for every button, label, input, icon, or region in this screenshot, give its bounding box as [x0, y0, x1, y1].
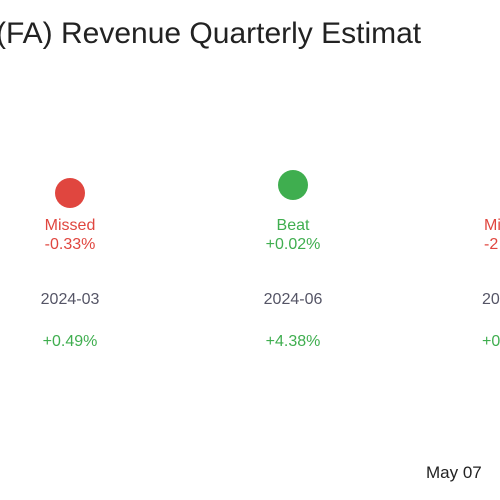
status-label: Mi — [484, 217, 500, 234]
footer-date: May 07 — [426, 463, 482, 482]
surprise-percent: -0.33% — [44, 236, 96, 253]
quarter-column-partial: Mi -2 20 +0 — [482, 0, 500, 380]
status-label: Beat — [276, 217, 310, 234]
growth-percent: +0 — [482, 333, 500, 350]
growth-percent: +0.49% — [42, 333, 98, 350]
chart-title-text: (FA) Revenue Quarterly Estimat — [0, 17, 422, 50]
status-label: Missed — [44, 217, 96, 234]
quarter-column: Beat +0.02% 2024-06 +4.38% — [213, 0, 373, 380]
growth-percent: +4.38% — [265, 333, 321, 350]
quarter-date: 2024-03 — [40, 291, 100, 308]
quarter-column: Missed -0.33% 2024-03 +0.49% — [0, 0, 150, 380]
status-dot-beat — [278, 170, 308, 200]
quarter-date: 20 — [482, 291, 500, 308]
chart-title: (FA) Revenue Quarterly Estimat — [0, 14, 500, 54]
surprise-percent: +0.02% — [265, 236, 321, 253]
surprise-percent: -2 — [484, 236, 499, 253]
status-dot-missed — [55, 178, 85, 208]
quarter-date: 2024-06 — [263, 291, 323, 308]
